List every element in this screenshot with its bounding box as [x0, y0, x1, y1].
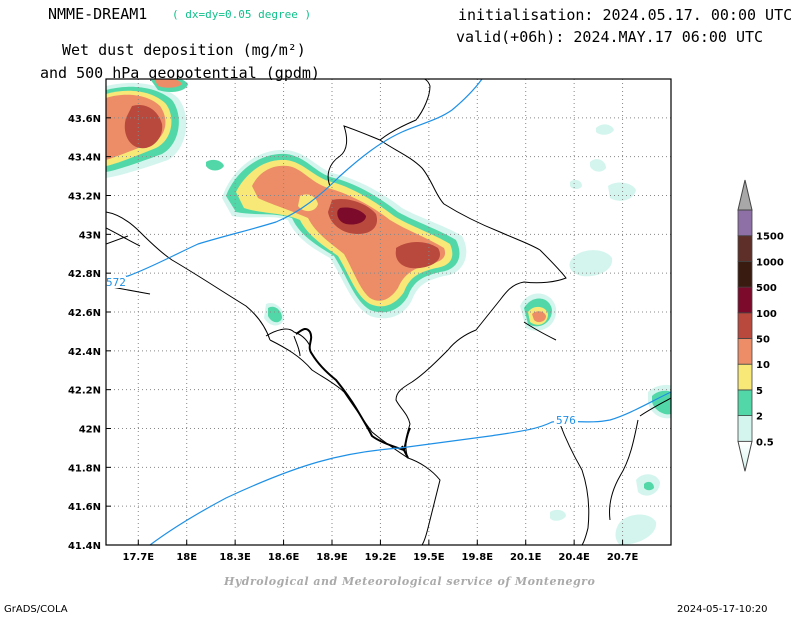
- lon-tick-label: 19.8E: [462, 552, 494, 563]
- latitude-labels: 41.4N 41.6N 41.8N 42N 42.2N 42.4N 42.6N 42.8N 43…: [68, 114, 101, 552]
- colorbar-swatch: [737, 235, 753, 262]
- lon-tick-label: 18.9E: [316, 552, 348, 563]
- colorbar-high-tip: [737, 179, 753, 211]
- colorbar-label: 0.5: [756, 437, 774, 448]
- contour-labels: 572 576: [106, 276, 578, 427]
- longitude-labels: 17.7E 18E 18.3E 18.6E 18.9E 19.2E 19.5E 19.8E 20…: [123, 552, 639, 563]
- colorbar-swatch: [737, 338, 753, 365]
- colorbar-label: 5: [756, 386, 763, 397]
- lat-tick-label: 41.4N: [68, 541, 101, 552]
- colorbar-label: 2: [756, 412, 763, 423]
- lat-tick-label: 42.8N: [68, 269, 101, 280]
- lat-tick-label: 43.6N: [68, 114, 101, 125]
- colorbar-label: 10: [756, 360, 770, 371]
- model-name: NMME-DREAM1: [48, 5, 148, 23]
- colorbar-swatch: [737, 363, 753, 391]
- valid-time: valid(+06h): 2024.MAY.17 06:00 UTC: [456, 28, 764, 46]
- contour-576: [149, 391, 671, 545]
- lon-tick-label: 18.3E: [219, 552, 251, 563]
- colorbar-swatch: [737, 312, 753, 339]
- colorbar-label: 1000: [756, 257, 784, 268]
- render-timestamp: 2024-05-17-10:20: [677, 604, 768, 615]
- dust-field: [106, 79, 671, 545]
- colorbar-low-tip: [737, 440, 753, 472]
- colorbar-label: 1500: [756, 232, 784, 243]
- colorbar-swatch: [737, 415, 753, 442]
- credit-text: Hydrological and Meteorological service …: [224, 575, 596, 588]
- coastline: [295, 327, 411, 459]
- lat-tick-label: 41.6N: [68, 502, 101, 513]
- map-title-line2: and 500 hPa geopotential (gpdm): [40, 64, 320, 82]
- lat-tick-label: 42.4N: [68, 347, 101, 358]
- colorbar-label: 50: [756, 335, 770, 346]
- lat-tick-label: 43N: [79, 230, 101, 241]
- contour-label-572: 572: [106, 276, 126, 289]
- contour-label-576: 576: [556, 414, 576, 427]
- initialisation-time: initialisation: 2024.05.17. 00:00 UTC: [458, 6, 793, 24]
- lon-tick-label: 20.1E: [510, 552, 542, 563]
- lon-tick-label: 18.6E: [268, 552, 300, 563]
- lat-tick-label: 42.2N: [68, 386, 101, 397]
- contour-572: [106, 79, 483, 281]
- colorbar-label: 500: [756, 283, 777, 294]
- map-title-line1: Wet dust deposition (mg/m²): [62, 41, 306, 59]
- lon-tick-label: 19.2E: [365, 552, 397, 563]
- colorbar-swatch: [737, 286, 753, 314]
- geopotential-contours: [106, 79, 671, 545]
- lon-tick-label: 17.7E: [123, 552, 155, 563]
- model-resolution: ( dx=dy=0.05 degree ): [172, 8, 312, 21]
- lon-tick-label: 18E: [176, 552, 197, 563]
- colorbar-swatch: [737, 389, 753, 416]
- lat-tick-label: 41.8N: [68, 463, 101, 474]
- lat-tick-label: 42.6N: [68, 308, 101, 319]
- colorbar: 0.5 2 5 10 50 100 500 1000 1500: [737, 179, 784, 472]
- map-plot-area: 572 576: [106, 79, 671, 545]
- colorbar-label: 100: [756, 309, 777, 320]
- lon-tick-label: 19.5E: [413, 552, 445, 563]
- lat-lon-grid: [106, 79, 671, 545]
- lat-tick-label: 43.4N: [68, 153, 101, 164]
- axis-ticks: [106, 117, 624, 546]
- lat-tick-label: 43.2N: [68, 192, 101, 203]
- lat-tick-label: 42N: [79, 425, 101, 436]
- colorbar-swatch: [737, 209, 753, 237]
- lon-tick-label: 20.7E: [607, 552, 639, 563]
- colorbar-swatch: [737, 260, 753, 288]
- lon-tick-label: 20.4E: [558, 552, 590, 563]
- software-label: GrADS/COLA: [4, 604, 68, 615]
